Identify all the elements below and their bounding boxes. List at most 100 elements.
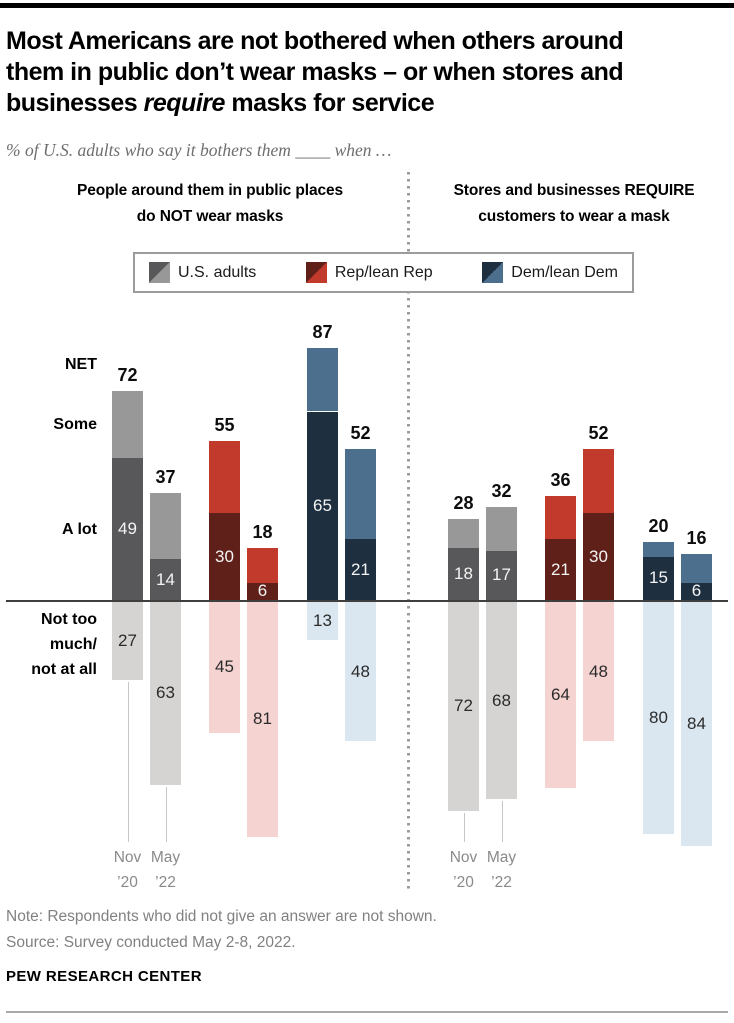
a-lot-value-label: 15 [649, 568, 668, 588]
net-value-label: 32 [491, 481, 512, 502]
legend: U.S. adults Rep/lean Rep Dem/lean Dem [133, 252, 634, 293]
net-value-label: 52 [350, 423, 371, 444]
bar-segment-a-lot [209, 513, 240, 600]
title-line-2: them in public don’t wear masks – or whe… [6, 58, 624, 86]
panel-header-right: Stores and businesses REQUIRE customers … [453, 182, 695, 225]
bar-segment-some [486, 507, 517, 551]
not-bothered-value-label: 81 [253, 709, 272, 729]
x-tick-label-line: ’22 [155, 874, 176, 891]
bar-segment-not-bothered [486, 602, 517, 800]
bar-segment-not-bothered [209, 602, 240, 733]
not-bothered-value-label: 72 [454, 696, 473, 716]
a-lot-value-label: 18 [454, 563, 473, 583]
bar-segment-some [545, 495, 576, 540]
x-tick-label-line: Nov [449, 849, 478, 866]
bar-segment-not-bothered [150, 602, 181, 785]
net-value-label: 55 [214, 414, 235, 435]
not-bothered-value-label: 45 [215, 657, 234, 677]
bar-segment-some [681, 553, 712, 583]
row-label-net: NET [65, 356, 97, 373]
net-value-label: 18 [252, 521, 273, 542]
bar-segment-not-bothered [307, 602, 338, 640]
bar-segment-not-bothered [247, 602, 278, 837]
panel-divider-dotted-line [407, 172, 410, 892]
bar-segment-a-lot [448, 547, 479, 600]
bar-segment-a-lot [681, 582, 712, 600]
row-label-not-too-much-line3: not at all [31, 661, 97, 678]
footer-source: Source: Survey conducted May 2-8, 2022. [6, 934, 296, 951]
not-bothered-value-label: 80 [649, 708, 668, 727]
x-tick-label-line: May [486, 849, 517, 866]
net-value-label: 52 [588, 423, 609, 444]
legend-label-rep: Rep/lean Rep [334, 263, 433, 281]
bar-segment-a-lot [545, 539, 576, 600]
bar-segment-a-lot [583, 513, 614, 600]
a-lot-value-label: 49 [118, 518, 137, 538]
not-bothered-value-label: 84 [687, 713, 706, 733]
legend-item-us-adults: U.S. adults [149, 262, 256, 283]
panel-header-left: People around them in public places do N… [76, 182, 344, 225]
net-value-label: 20 [648, 516, 669, 536]
not-bothered-value-label: 68 [492, 690, 511, 710]
x-tick-label-line: ’22 [491, 874, 512, 891]
a-lot-value-label: 6 [691, 581, 702, 601]
bar-segment-not-bothered [545, 602, 576, 788]
bar-segment-a-lot [307, 411, 338, 600]
bar-segment-a-lot [643, 556, 674, 600]
a-lot-value-label: 30 [215, 546, 234, 566]
legend-swatch-us-adults-icon [149, 262, 170, 283]
bottom-rule [6, 1011, 728, 1013]
bar-segment-a-lot [345, 539, 376, 600]
bar-segment-a-lot [247, 582, 278, 600]
x-tick-label-line: ’20 [453, 874, 474, 891]
footer-note: Note: Respondents who did not give an an… [6, 908, 437, 925]
a-lot-value-label: 65 [313, 495, 332, 515]
tick-leader-line [463, 812, 465, 842]
bar-segment-some [583, 449, 614, 513]
row-label-a-lot: A lot [62, 521, 97, 538]
bar-segment-a-lot [486, 550, 517, 600]
tick-leader-line [501, 801, 503, 842]
a-lot-value-label: 21 [551, 559, 570, 579]
legend-swatch-rep-icon [305, 262, 327, 283]
x-tick-label: Nov ’20 [429, 845, 499, 895]
tick-leader-line [165, 786, 167, 842]
legend-label-dem: Dem/lean Dem [511, 263, 618, 281]
net-value-label: 72 [117, 365, 138, 386]
row-label-not-too-much-line2: much/ [49, 636, 97, 653]
title-line-3: businesses require masks for service [6, 89, 435, 117]
legend-item-dem: Dem/lean Dem [482, 262, 618, 283]
bar-segment-some [643, 542, 674, 557]
bar-segment-not-bothered [345, 602, 376, 742]
bar-segment-not-bothered [112, 602, 143, 681]
row-label-not-too-much-line1: Not too [41, 611, 97, 628]
tick-leader-line [127, 682, 129, 842]
bar-segment-some [150, 492, 181, 560]
not-bothered-value-label: 64 [551, 684, 570, 704]
row-label-some: Some [53, 416, 97, 433]
bar-segment-some [247, 547, 278, 583]
not-bothered-value-label: 13 [313, 610, 332, 630]
net-value-label: 36 [550, 469, 571, 490]
bar-segment-a-lot [112, 457, 143, 600]
legend-label-us-adults: U.S. adults [178, 263, 257, 281]
a-lot-value-label: 21 [351, 559, 370, 579]
bar-segment-some [345, 449, 376, 540]
bar-segment-some [448, 518, 479, 548]
a-lot-value-label: 14 [156, 569, 175, 589]
x-tick-label-line: ’20 [117, 874, 138, 891]
a-lot-value-label: 30 [589, 546, 608, 566]
x-tick-label-line: May [150, 849, 181, 866]
not-bothered-value-label: 48 [589, 661, 608, 681]
bar-segment-some [307, 347, 338, 412]
page-title: Most Americans are not bothered when oth… [6, 26, 730, 119]
not-bothered-value-label: 63 [156, 683, 175, 703]
x-tick-label: May ’22 [467, 845, 537, 895]
row-label-not-too-much: Not too much/ not at all [0, 607, 97, 682]
bar-segment-not-bothered [448, 602, 479, 811]
a-lot-value-label: 17 [492, 565, 511, 585]
bar-segment-not-bothered [681, 602, 712, 846]
bar-segment-some [112, 391, 143, 458]
bar-segment-a-lot [150, 559, 181, 600]
